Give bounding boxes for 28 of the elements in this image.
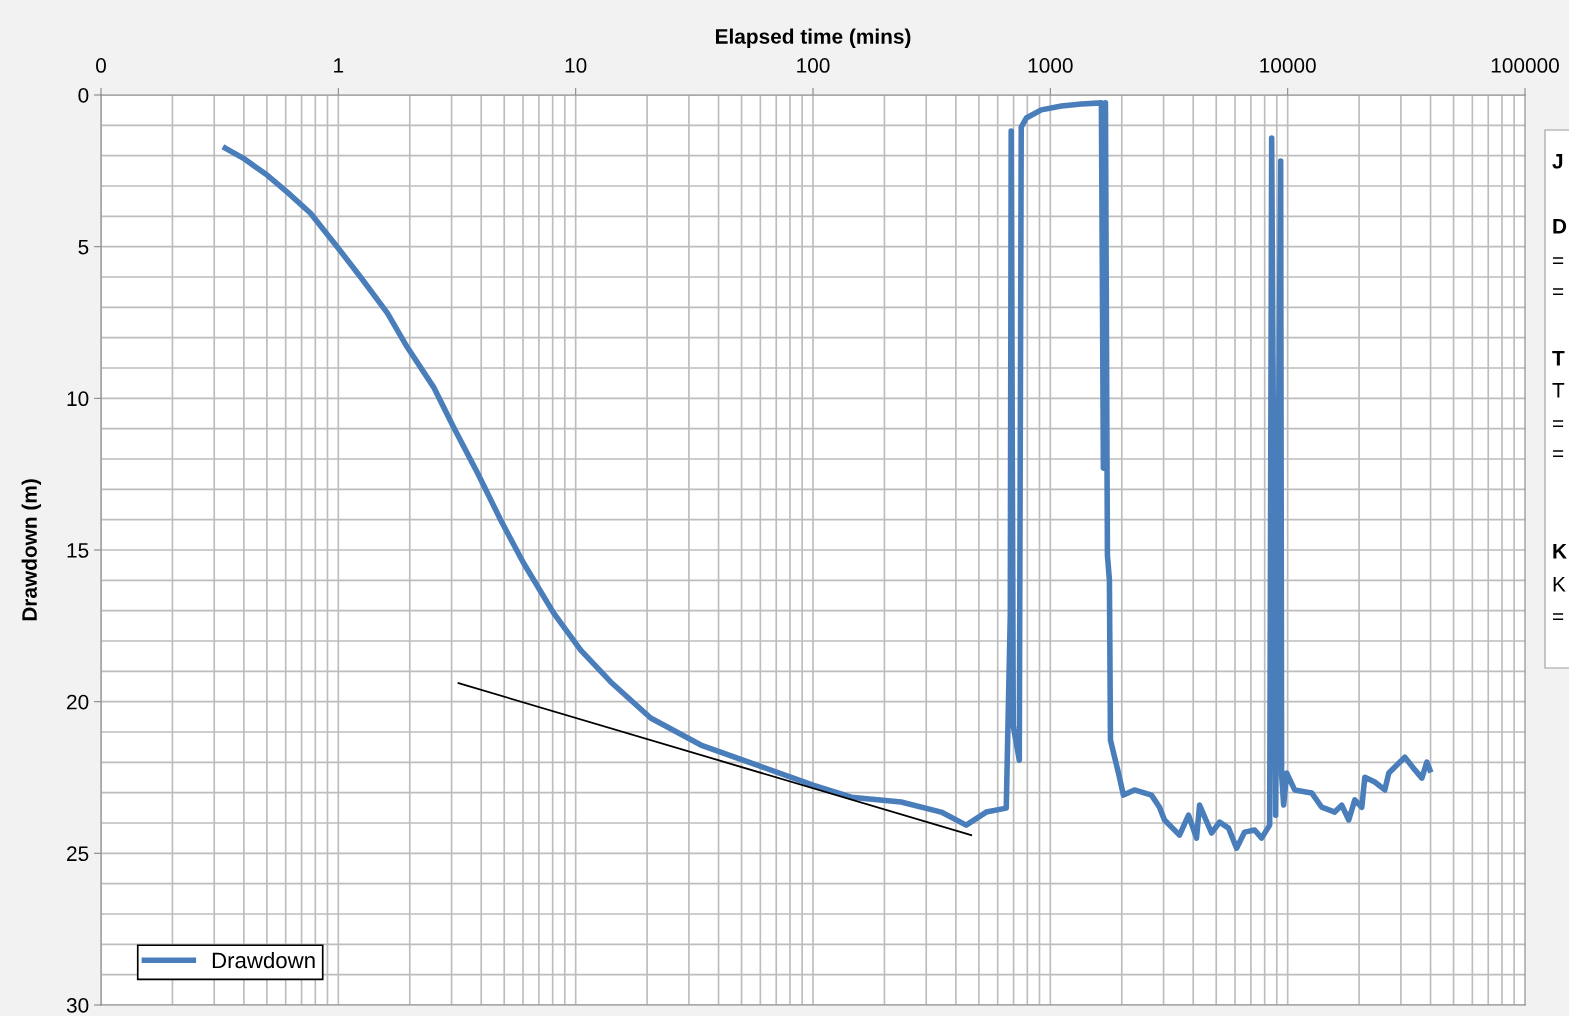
x-tick-label: 1000 <box>1028 58 1073 73</box>
x-tick-label: 0 <box>96 58 106 73</box>
text: = <box>1553 420 1564 427</box>
text: T <box>1552 383 1565 398</box>
y-tick-label: 10 <box>67 391 89 407</box>
y-axis-title: Drawdown (m) <box>21 479 42 621</box>
text: K <box>1553 577 1566 592</box>
y-tick-label: 20 <box>67 694 89 710</box>
x-tick-label: 100 <box>797 58 830 73</box>
x-tick-label: 10 <box>565 58 587 73</box>
text: = <box>1553 288 1564 295</box>
x-tick-label: 100000 <box>1491 58 1559 73</box>
x-axis-title: Elapsed time (mins) <box>715 28 911 48</box>
y-tick-label: 0 <box>78 88 89 103</box>
text: = <box>1553 613 1564 620</box>
x-tick-label: 10000 <box>1260 58 1316 73</box>
text: = <box>1553 450 1564 457</box>
y-tick-label: 30 <box>66 998 89 1013</box>
text: J <box>1552 154 1563 169</box>
y-tick-label: 25 <box>67 846 89 862</box>
text: D <box>1553 219 1567 234</box>
x-tick-label: 1 <box>334 58 344 73</box>
legend-label: Drawdown <box>212 951 315 969</box>
text: = <box>1553 257 1564 264</box>
text: K <box>1553 544 1567 559</box>
y-tick-label: 15 <box>67 543 89 558</box>
text: T <box>1552 351 1565 366</box>
y-tick-label: 5 <box>78 239 89 255</box>
